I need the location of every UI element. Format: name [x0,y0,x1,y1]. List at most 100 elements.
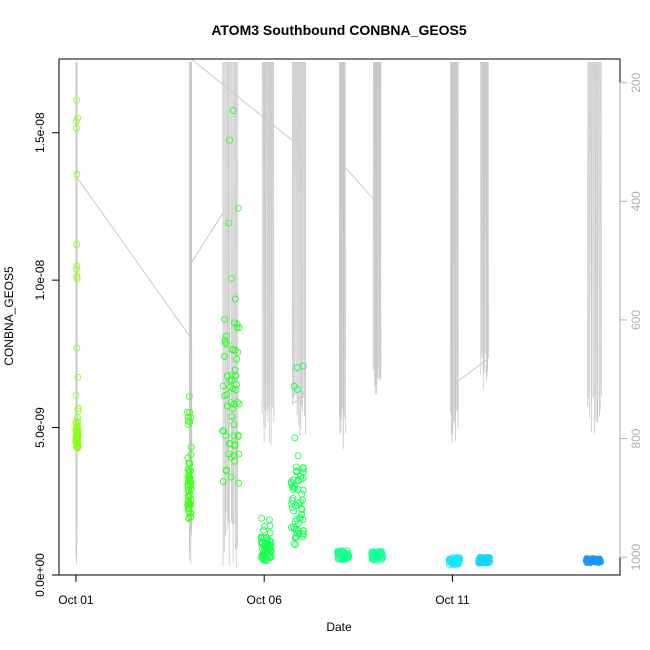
pressure-transit-line [293,390,306,404]
data-point [185,476,192,484]
data-point [228,377,236,385]
data-point [290,540,298,548]
y-axis: 0.0e+00 5.0e-09 1.0e-08 1.5e-08 [33,112,60,597]
data-point [219,478,227,485]
data-point [232,386,240,394]
data-point [265,543,273,551]
data-point [221,353,228,360]
data-point [73,344,81,352]
data-point [289,494,297,502]
right-tick-label: 400 [629,191,643,211]
data-point [223,391,231,398]
data-point [187,513,194,521]
data-point [185,459,193,467]
data-point [230,319,238,327]
data-point [184,408,191,416]
x-tick-label: Oct 11 [435,593,470,607]
data-point [72,391,80,399]
pressure-trace [342,61,344,409]
data-point [72,117,80,125]
pressure-transit-line [452,358,489,386]
data-point [72,425,80,433]
data-point [235,450,243,458]
data-point [585,557,593,565]
data-point [74,404,82,412]
data-point [288,480,295,488]
data-point [259,556,267,564]
data-point [185,466,193,474]
chart-title: ATOM3 Southbound CONBNA_GEOS5 [211,22,467,38]
pressure-trace [262,61,265,426]
data-point [267,538,275,546]
data-point [373,553,380,561]
data-point [73,171,81,178]
data-point [184,505,192,513]
data-point [73,241,81,248]
data-point [223,466,230,474]
pressure-transit-line [76,177,192,339]
pressure-layer [75,58,602,569]
right-tick-label: 800 [629,428,643,448]
data-point [222,340,230,348]
data-point [186,408,194,416]
data-point [592,556,600,564]
data-point [232,372,240,380]
data-point [292,463,300,471]
data-point [293,364,301,371]
pressure-transit-line [343,165,376,202]
data-point [296,515,304,523]
data-point [74,407,82,415]
data-point [229,107,237,114]
data-point [225,219,233,227]
data-point [231,442,239,450]
data-point [186,491,194,499]
data-point [454,557,462,565]
data-point [299,486,307,494]
data-point [299,530,307,538]
x-axis-label: Date [326,620,352,634]
data-point [73,262,81,270]
pressure-trace [587,61,589,407]
x-tick-label: Oct 01 [58,593,94,607]
data-point [226,383,234,391]
data-point [480,555,488,563]
data-point [74,373,82,381]
data-point [230,421,238,429]
data-point [233,398,241,406]
data-point [292,541,299,549]
data-point [233,355,241,363]
data-point [73,420,81,428]
data-point [72,265,80,273]
pressure-trace [293,61,295,398]
right-tick-label: 200 [629,72,643,92]
y-tick-label: 5.0e-09 [33,407,47,448]
data-point [478,558,486,566]
data-point [294,527,302,534]
data-point [342,552,350,560]
data-point [289,483,296,491]
right-tick-label: 600 [629,310,643,330]
data-point [369,555,377,563]
pressure-trace [377,61,380,380]
data-point [289,476,297,484]
data-point [234,204,242,212]
data-point [184,420,192,428]
data-point [299,527,307,535]
data-point [293,467,301,475]
data-point [229,346,237,354]
data-point [295,499,303,507]
data-point [221,336,229,344]
data-point [295,520,302,528]
data-point [221,315,229,323]
right-tick-label: 1000 [629,544,643,571]
y-axis-label: CONBNA_GEOS5 [2,266,16,366]
data-point [74,440,82,448]
data-point [260,526,267,534]
data-point [335,554,342,562]
data-point [221,338,229,346]
data-point [185,514,193,522]
data-point [291,434,299,442]
data-point [298,490,306,498]
data-point [74,114,82,122]
